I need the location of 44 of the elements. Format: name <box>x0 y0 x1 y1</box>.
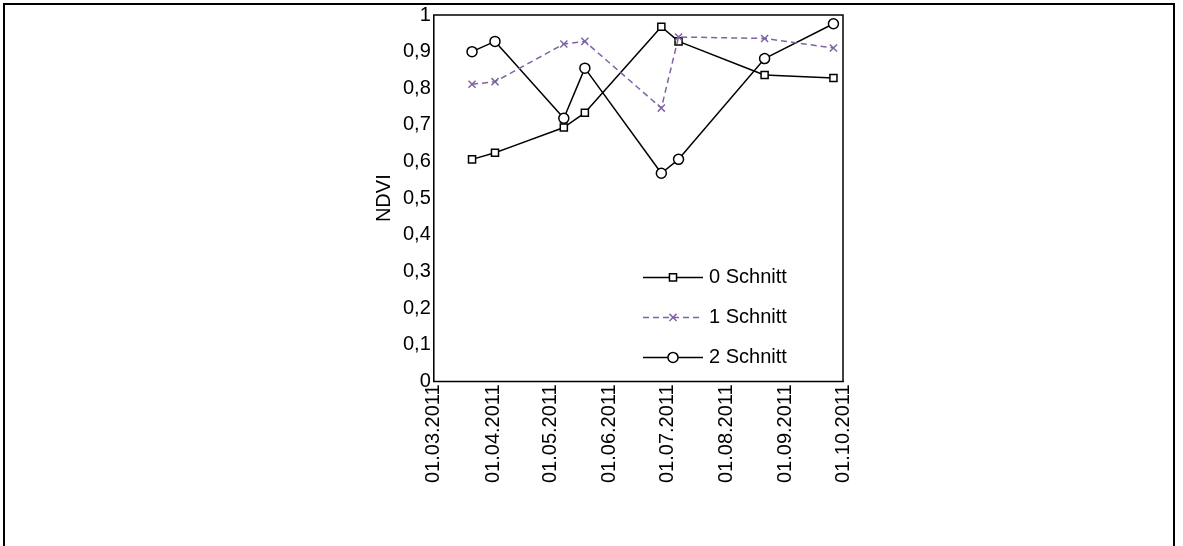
legend-label: 0 Schnitt <box>709 264 788 287</box>
point <box>489 35 501 48</box>
y-axis-title: NDVI <box>371 174 394 223</box>
x-tick-label: 01.06.2011 <box>597 384 620 484</box>
y-tick-label: 0,7 <box>402 112 431 135</box>
legend-label: 1 Schnitt <box>709 304 788 327</box>
point <box>657 103 666 113</box>
point <box>758 52 771 65</box>
y-tick-label: 0,2 <box>402 295 431 318</box>
x-tick-label: 01.08.2011 <box>713 384 736 484</box>
point <box>580 37 590 46</box>
y-tick-label: 0,5 <box>402 185 431 208</box>
point <box>579 62 591 74</box>
x-tick-label: 01.05.2011 <box>537 384 560 484</box>
y-tick-label: 0,8 <box>402 75 431 98</box>
point <box>490 148 500 158</box>
y-tick-label: 0,1 <box>402 332 431 355</box>
y-tick-label: 0,6 <box>402 149 431 172</box>
point <box>490 77 500 86</box>
point <box>467 79 477 89</box>
x-tick-label: 01.04.2011 <box>480 384 503 484</box>
point <box>559 123 569 132</box>
point <box>467 155 477 164</box>
y-tick-label: 1 <box>419 2 431 25</box>
point <box>657 22 666 32</box>
y-tick-label: 0,3 <box>402 258 431 281</box>
point <box>760 34 769 43</box>
x-tick-label: 01.10.2011 <box>830 384 853 484</box>
point <box>672 153 685 166</box>
x-tick-label: 01.09.2011 <box>773 384 796 484</box>
point <box>829 73 838 83</box>
point <box>655 167 668 180</box>
point <box>674 32 683 42</box>
point <box>580 108 590 118</box>
point <box>760 70 769 80</box>
point <box>558 112 570 125</box>
point <box>827 18 840 30</box>
x-tick-label: 01.07.2011 <box>654 384 677 484</box>
legend-label: 2 Schnitt <box>709 344 788 367</box>
y-tick-label: 0,4 <box>402 222 431 245</box>
point <box>466 45 478 58</box>
y-tick-label: 0,9 <box>402 39 431 62</box>
point <box>829 43 838 53</box>
point <box>559 39 569 49</box>
